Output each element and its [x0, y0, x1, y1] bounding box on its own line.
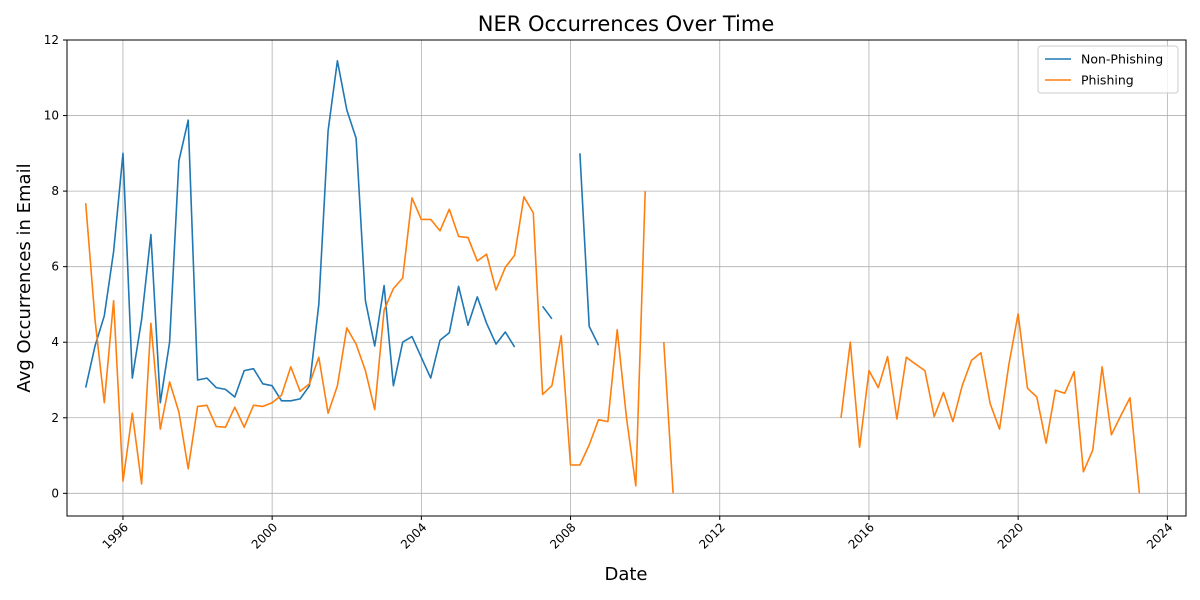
- plot-area-frame: [66, 39, 1187, 517]
- y-tick-label: 4: [51, 335, 59, 349]
- y-tick-label: 2: [51, 411, 59, 425]
- y-tick-label: 12: [44, 33, 59, 47]
- series-line-phishing: [84, 191, 1141, 494]
- legend-label: Non-Phishing: [1081, 52, 1163, 67]
- x-axis-title: Date: [604, 564, 647, 585]
- legend-box: [1037, 45, 1179, 94]
- series-lines: [84, 60, 1141, 494]
- y-tick-label: 6: [51, 260, 59, 274]
- y-axis: 0 2 4 6 8 10 12: [44, 33, 67, 500]
- y-tick-label: 0: [51, 486, 59, 500]
- series-line-non-phishing: [84, 60, 600, 404]
- y-axis-title: Avg Occurrences in Email: [14, 163, 35, 392]
- y-tick-label: 8: [51, 184, 59, 198]
- grid: [67, 39, 1186, 516]
- legend: Non-Phishing Phishing: [1037, 45, 1179, 94]
- y-tick-label: 10: [44, 109, 59, 123]
- chart-title: NER Occurrences Over Time: [478, 12, 775, 36]
- legend-label: Phishing: [1081, 73, 1134, 88]
